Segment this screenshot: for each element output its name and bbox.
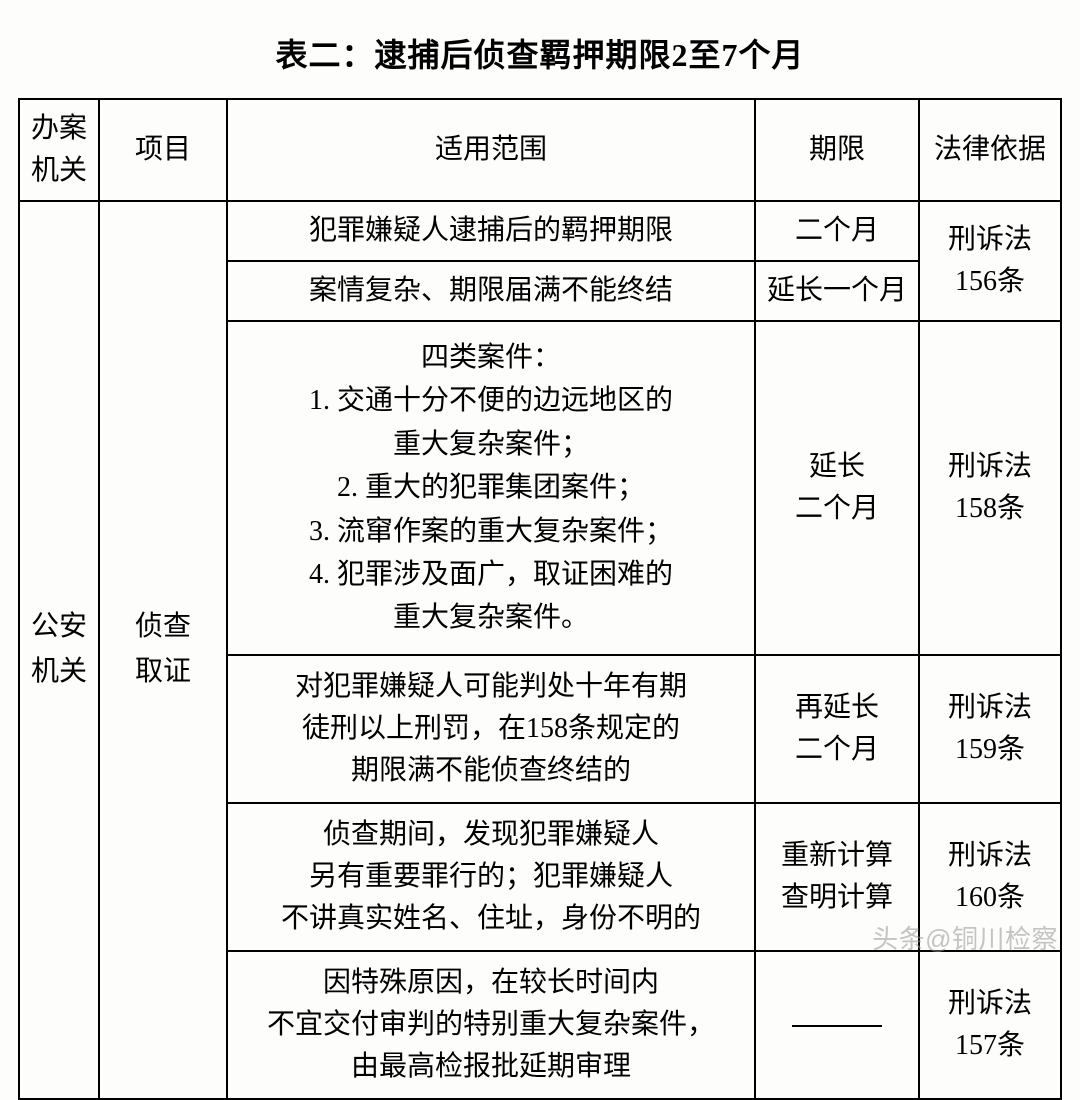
cell-scope: 四类案件： 1. 交通十分不便的边远地区的 重大复杂案件； 2. 重大的犯罪集团…	[227, 321, 755, 655]
cell-period	[755, 951, 919, 1099]
cell-scope: 犯罪嫌疑人逮捕后的羁押期限	[227, 201, 755, 261]
cell-scope: 因特殊原因，在较长时间内 不宜交付审判的特别重大复杂案件， 由最高检报批延期审理	[227, 951, 755, 1099]
table-header-row: 办案 机关 项目 适用范围 期限 法律依据	[19, 99, 1061, 201]
cell-legal: 刑诉法 156条	[919, 201, 1061, 321]
dash-line	[792, 1025, 882, 1027]
cell-legal: 刑诉法 159条	[919, 655, 1061, 803]
cell-period: 再延长 二个月	[755, 655, 919, 803]
header-period: 期限	[755, 99, 919, 201]
header-legal: 法律依据	[919, 99, 1061, 201]
watermark-label: 头条@铜川检察	[872, 919, 1058, 956]
cell-legal: 刑诉法 158条	[919, 321, 1061, 655]
cell-period: 延长 二个月	[755, 321, 919, 655]
header-scope: 适用范围	[227, 99, 755, 201]
cell-period: 二个月	[755, 201, 919, 261]
cell-period: 延长一个月	[755, 261, 919, 321]
cell-legal: 刑诉法 157条	[919, 951, 1061, 1099]
cell-project: 侦查 取证	[99, 201, 227, 1099]
cell-scope: 侦查期间，发现犯罪嫌疑人 另有重要罪行的；犯罪嫌疑人 不讲真实姓名、住址，身份不…	[227, 803, 755, 951]
cell-scope: 对犯罪嫌疑人可能判处十年有期 徒刑以上刑罚，在158条规定的 期限满不能侦查终结…	[227, 655, 755, 803]
table-row: 公安 机关 侦查 取证 犯罪嫌疑人逮捕后的羁押期限 二个月 刑诉法 156条	[19, 201, 1061, 261]
cell-agency: 公安 机关	[19, 201, 99, 1099]
header-agency: 办案 机关	[19, 99, 99, 201]
header-project: 项目	[99, 99, 227, 201]
cell-scope: 案情复杂、期限届满不能终结	[227, 261, 755, 321]
table-title: 表二：逮捕后侦查羁押期限2至7个月	[18, 30, 1062, 76]
